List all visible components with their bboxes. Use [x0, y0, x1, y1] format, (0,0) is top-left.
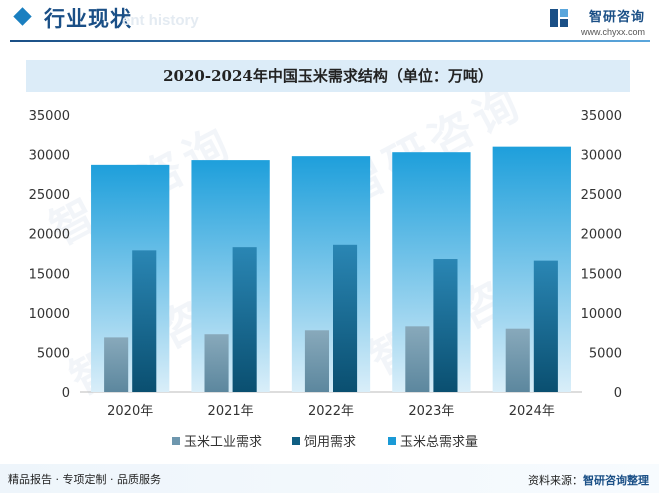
- bar-total-demand: [191, 160, 270, 392]
- source-name: 智研咨询整理: [583, 474, 649, 487]
- y-tick-left: 10000: [29, 307, 70, 322]
- page-footer: 精品报告 · 专项定制 · 品质服务 资料来源：智研咨询整理: [0, 464, 659, 493]
- y-tick-right: 25000: [581, 188, 622, 203]
- section-subtitle: ent history: [122, 12, 199, 29]
- bar-industrial-demand: [204, 334, 229, 392]
- footer-source: 资料来源：智研咨询整理: [528, 472, 649, 488]
- section-title: 行业现状: [44, 7, 132, 31]
- x-tick-label: 2022年: [308, 404, 354, 419]
- legend-label: 饲用需求: [304, 435, 356, 450]
- header-rule: [10, 40, 650, 42]
- bar-industrial-demand: [304, 330, 329, 392]
- legend-label: 玉米工业需求: [184, 435, 262, 450]
- y-tick-left: 15000: [29, 267, 70, 282]
- x-tick-label: 2021年: [208, 404, 254, 419]
- bar-feed-demand: [533, 260, 558, 392]
- bar-industrial-demand: [104, 337, 129, 392]
- bar-total-demand: [91, 164, 170, 392]
- brand-name: 智研咨询: [588, 10, 645, 25]
- y-tick-right: 0: [614, 386, 622, 401]
- bar-feed-demand: [232, 247, 257, 392]
- bar-total-demand: [291, 156, 371, 392]
- legend-swatch: [388, 437, 396, 445]
- chart-title: 2020-2024年中国玉米需求结构（单位：万吨）: [163, 67, 493, 85]
- bar-total-demand: [492, 146, 571, 392]
- y-tick-left: 5000: [37, 346, 70, 361]
- y-tick-left: 0: [62, 386, 70, 401]
- bar-industrial-demand: [405, 326, 430, 392]
- x-tick-label: 2023年: [408, 404, 454, 419]
- bar-feed-demand: [433, 259, 458, 392]
- bar-total-demand: [392, 152, 471, 392]
- x-tick-label: 2020年: [107, 404, 153, 419]
- y-tick-right: 20000: [581, 228, 622, 243]
- y-tick-right: 30000: [581, 149, 622, 164]
- source-label: 资料来源：: [528, 474, 583, 487]
- footer-tagline: 精品报告 · 专项定制 · 品质服务: [8, 473, 161, 486]
- y-tick-left: 35000: [29, 109, 70, 124]
- y-tick-left: 30000: [29, 149, 70, 164]
- y-tick-right: 15000: [581, 267, 622, 282]
- bar-feed-demand: [333, 244, 358, 392]
- bar-industrial-demand: [505, 328, 530, 392]
- y-tick-right: 5000: [589, 346, 622, 361]
- x-tick-label: 2024年: [509, 404, 555, 419]
- y-tick-left: 20000: [29, 228, 70, 243]
- brand-logo-icon: [549, 9, 568, 27]
- y-tick-right: 35000: [581, 109, 622, 124]
- legend-label: 玉米总需求量: [400, 435, 478, 450]
- y-tick-left: 25000: [29, 188, 70, 203]
- bar-feed-demand: [132, 250, 157, 392]
- legend-swatch: [172, 437, 180, 445]
- brand: 智研咨询 www.chyxx.com: [549, 6, 645, 37]
- y-tick-right: 10000: [581, 307, 622, 322]
- brand-site: www.chyxx.com: [580, 27, 645, 37]
- chart-title-band: 2020-2024年中国玉米需求结构（单位：万吨）: [26, 60, 630, 92]
- legend-swatch: [292, 437, 300, 445]
- chart: 0 0 5000 5000 10000 10000 15000 15000 20000 20000…: [29, 109, 622, 450]
- page-header: 行业现状 ent history 智研咨询 www.chyxx.com: [0, 0, 659, 42]
